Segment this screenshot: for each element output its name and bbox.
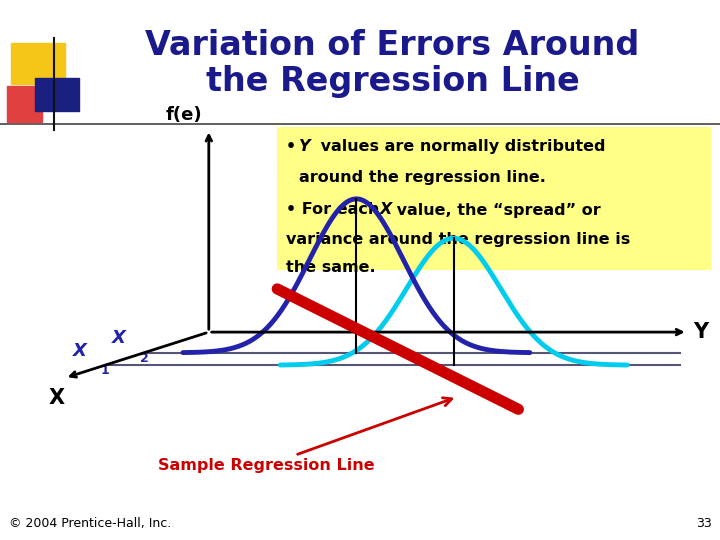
Text: X: X (379, 202, 392, 218)
Text: Variation of Errors Around: Variation of Errors Around (145, 29, 639, 63)
Text: the same.: the same. (286, 260, 375, 275)
Text: values are normally distributed: values are normally distributed (315, 139, 605, 154)
Text: 2: 2 (140, 352, 148, 365)
Text: Sample Regression Line: Sample Regression Line (158, 398, 451, 473)
Text: X: X (112, 329, 126, 347)
Text: Y: Y (693, 322, 708, 342)
Bar (7, 86, 42, 122)
Bar (11, 43, 65, 84)
Text: around the regression line.: around the regression line. (299, 170, 546, 185)
Text: variance around the regression line is: variance around the regression line is (286, 232, 630, 247)
Bar (35, 78, 79, 111)
Text: X: X (48, 388, 64, 408)
Text: • For each: • For each (286, 202, 385, 218)
Bar (277, 127, 711, 270)
Text: 33: 33 (696, 517, 711, 530)
Text: 1: 1 (101, 364, 109, 377)
Text: X: X (73, 342, 87, 360)
Text: Y: Y (299, 139, 310, 154)
Text: value, the “spread” or: value, the “spread” or (391, 202, 600, 218)
Text: the Regression Line: the Regression Line (205, 64, 580, 98)
Text: © 2004 Prentice-Hall, Inc.: © 2004 Prentice-Hall, Inc. (9, 517, 171, 530)
Text: •: • (286, 139, 302, 154)
Text: f(e): f(e) (166, 106, 202, 124)
